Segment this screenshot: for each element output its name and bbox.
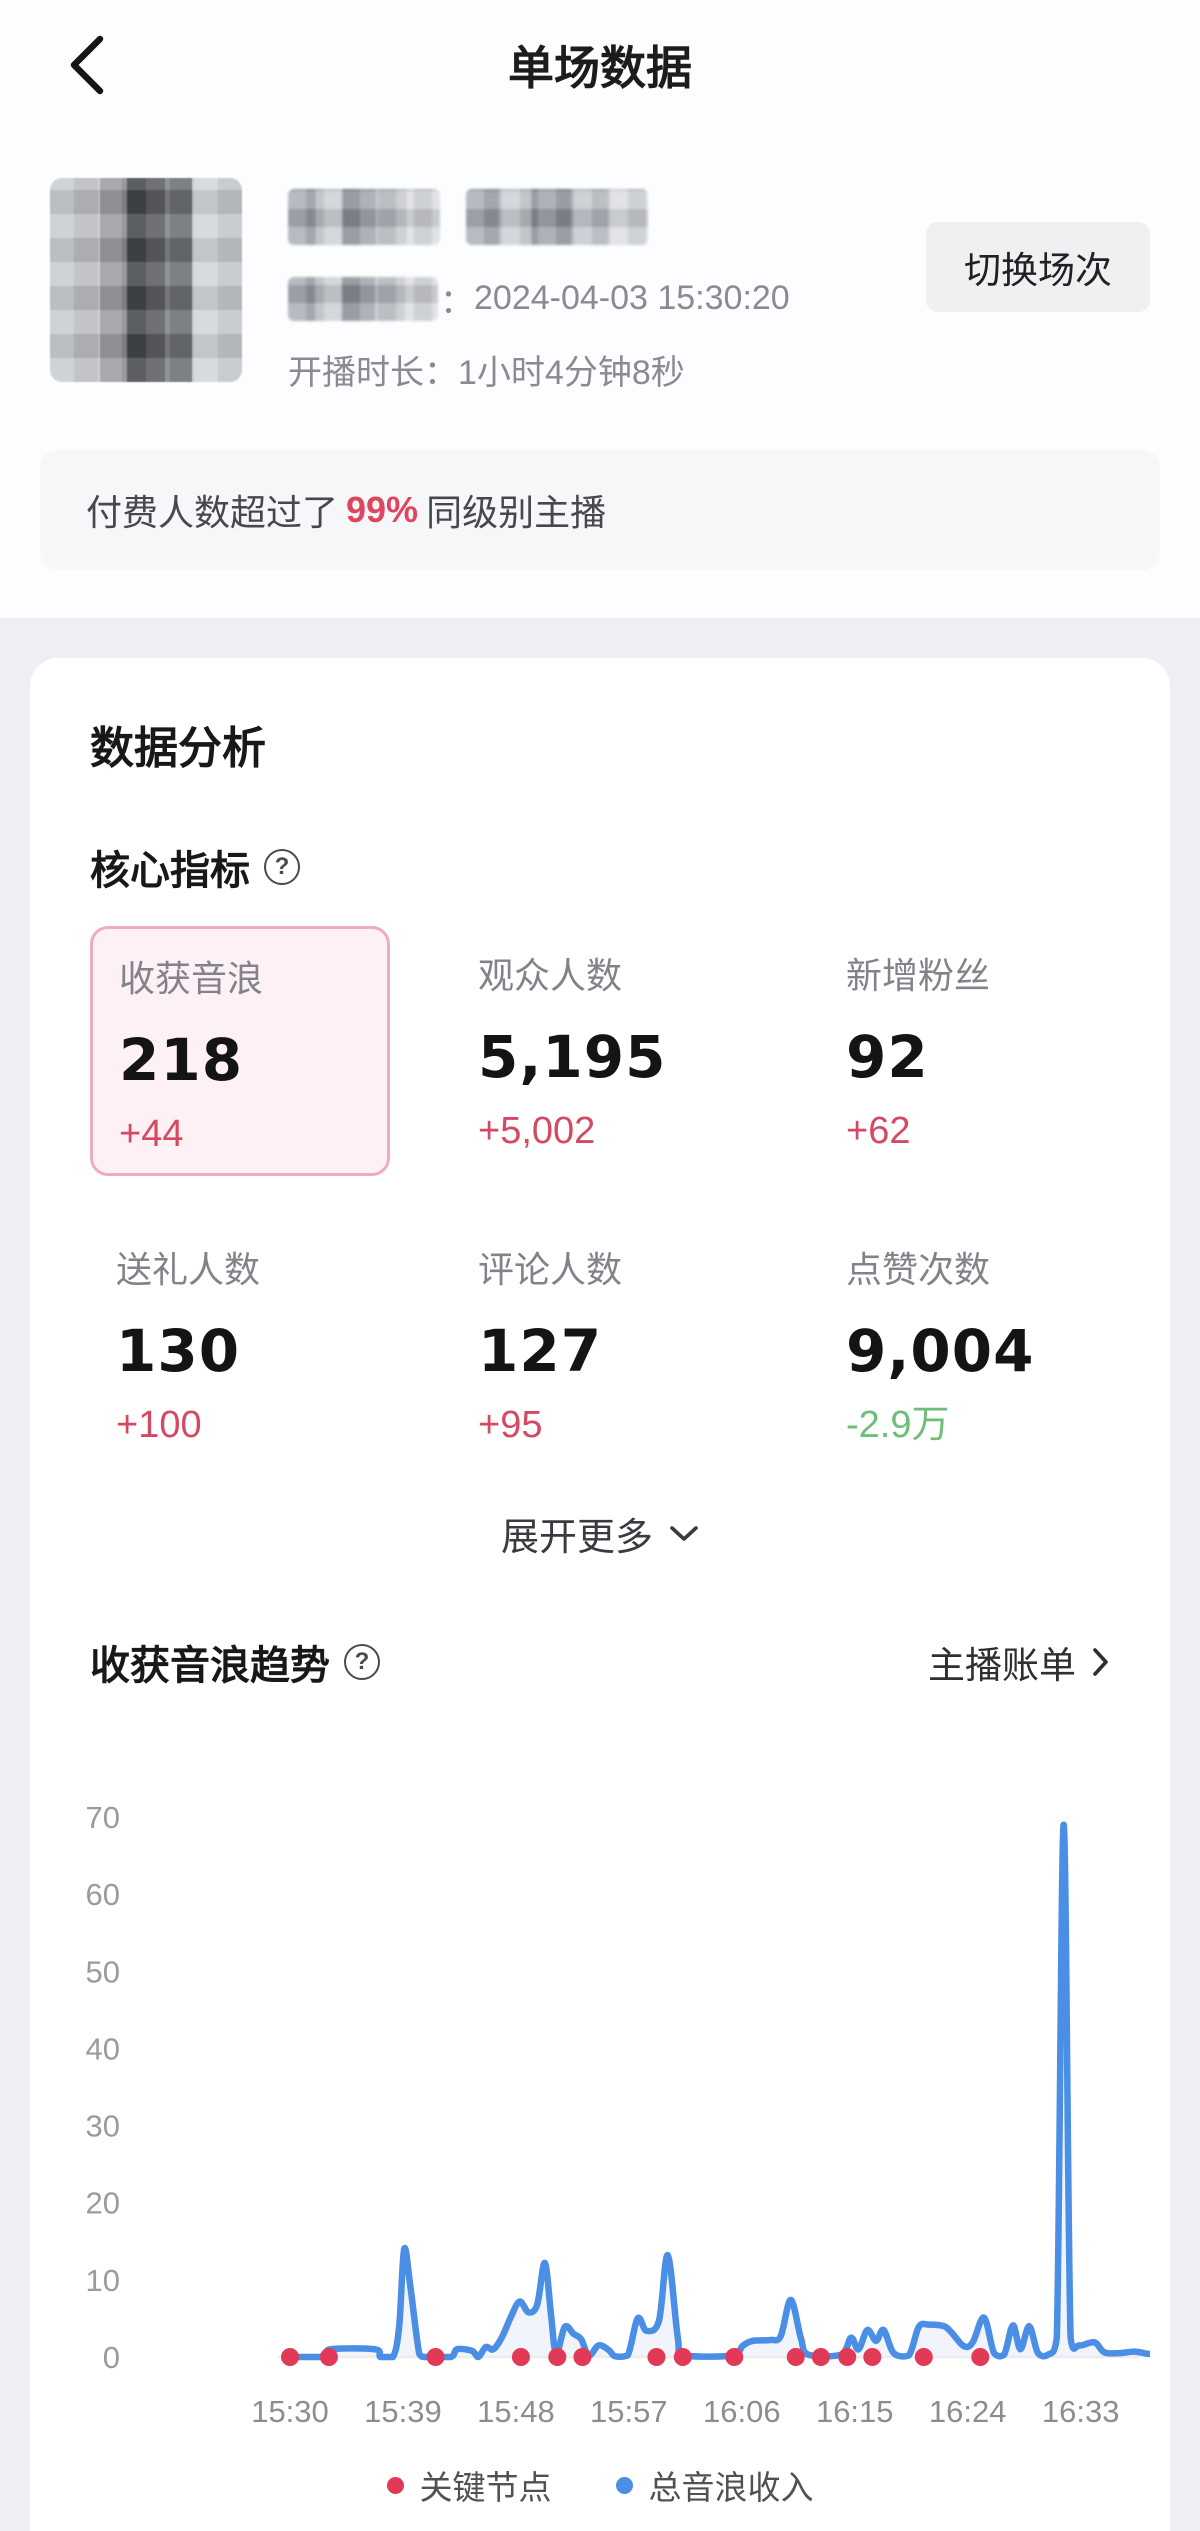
- metric-card-likes[interactable]: 点赞次数 9,004 -2.9万: [820, 1220, 1110, 1447]
- metric-card-commenters[interactable]: 评论人数 127 +95: [452, 1220, 820, 1447]
- main-section: 数据分析 核心指标 ? 收获音浪 218 +44 观众人数 5,195 +5,0…: [0, 618, 1200, 2531]
- legend-item-total-income: 总音浪收入: [615, 2461, 814, 2509]
- metric-value: 9,004: [846, 1317, 1035, 1385]
- metric-delta: +100: [116, 1404, 202, 1446]
- svg-text:15:30: 15:30: [251, 2394, 329, 2429]
- svg-text:10: 10: [86, 2263, 120, 2298]
- svg-text:15:57: 15:57: [590, 2394, 668, 2429]
- start-time-separator: ：: [440, 283, 474, 321]
- start-time-row: ： 2024-04-03 15:30:20: [288, 274, 926, 323]
- banner-percentage: 99%: [346, 489, 419, 530]
- metric-value: 218: [119, 1026, 244, 1094]
- trend-section-header: 收获音浪趋势 ? 主播账单: [90, 1633, 1110, 1691]
- svg-text:16:06: 16:06: [703, 2394, 781, 2429]
- chevron-right-icon: [1093, 1648, 1108, 1676]
- core-metrics-title: 核心指标: [90, 849, 250, 893]
- blurred-streamer-name: [288, 186, 926, 248]
- top-section: 单场数据 ： 2024-04-03 15:30:20 开播时长：1小时4分钟8秒…: [0, 0, 1200, 618]
- expand-more-label: 展开更多: [500, 1517, 653, 1559]
- duration-label: 开播时长：: [288, 354, 458, 392]
- metric-delta: +62: [846, 1110, 911, 1152]
- svg-text:15:39: 15:39: [364, 2394, 442, 2429]
- metric-label: 观众人数: [478, 955, 623, 996]
- avatar: [50, 178, 242, 382]
- trend-chart: 0 10 20 30 40 50 60 70 15:30 15:39 15:48 15:57 16:06…: [60, 1717, 1150, 2437]
- svg-text:70: 70: [86, 1800, 120, 1835]
- page-title: 单场数据: [508, 42, 692, 94]
- svg-text:16:24: 16:24: [929, 2394, 1007, 2429]
- svg-text:60: 60: [86, 1877, 120, 1912]
- duration-value: 1小时4分钟8秒: [458, 354, 685, 392]
- chart-legend: 关键节点 总音浪收入: [90, 2461, 1110, 2531]
- core-metrics-grid: 收获音浪 218 +44 观众人数 5,195 +5,002 新增粉丝 92 +…: [90, 926, 1110, 1446]
- metric-value: 130: [116, 1317, 241, 1385]
- svg-text:16:15: 16:15: [816, 2394, 894, 2429]
- metric-card-new-followers[interactable]: 新增粉丝 92 +62: [820, 926, 1110, 1176]
- trend-title-group: 收获音浪趋势 ?: [90, 1633, 380, 1691]
- banner-prefix: 付费人数超过了: [86, 492, 339, 533]
- metric-card-gifters[interactable]: 送礼人数 130 +100: [90, 1220, 452, 1447]
- legend-item-key-nodes: 关键节点: [386, 2461, 552, 2509]
- svg-text:15:48: 15:48: [477, 2394, 555, 2429]
- banner-suffix: 同级别主播: [426, 492, 607, 533]
- chevron-down-icon: [670, 1525, 698, 1541]
- trend-chart-svg: 0 10 20 30 40 50 60 70 15:30 15:39 15:48 15:57 16:06…: [86, 1800, 1150, 2429]
- svg-text:50: 50: [86, 1954, 120, 1989]
- metric-value: 92: [846, 1023, 929, 1091]
- trend-title: 收获音浪趋势: [90, 1644, 330, 1688]
- header: 单场数据: [0, 0, 1200, 112]
- back-button[interactable]: [64, 34, 108, 96]
- metric-delta: +5,002: [478, 1110, 596, 1152]
- svg-text:16:33: 16:33: [1042, 2394, 1120, 2429]
- svg-text:30: 30: [86, 2109, 120, 2144]
- metric-value: 127: [478, 1317, 603, 1385]
- metric-card-sound-waves[interactable]: 收获音浪 218 +44: [90, 926, 390, 1176]
- metric-delta: +44: [119, 1113, 184, 1155]
- metric-label: 评论人数: [478, 1249, 623, 1290]
- metric-label: 收获音浪: [119, 958, 264, 999]
- blurred-name-block: [288, 189, 440, 245]
- blurred-name-block: [466, 189, 648, 245]
- help-icon[interactable]: ?: [264, 849, 300, 885]
- metric-delta: -2.9万: [846, 1404, 950, 1446]
- anchor-bill-link[interactable]: 主播账单: [928, 1635, 1110, 1689]
- profile-section: ： 2024-04-03 15:30:20 开播时长：1小时4分钟8秒 切换场次: [0, 178, 1200, 394]
- income-dot-icon: [615, 2476, 633, 2494]
- start-time-value: 2024-04-03 15:30:20: [474, 279, 790, 317]
- chevron-left-icon: [70, 35, 104, 95]
- metric-value: 5,195: [478, 1023, 667, 1091]
- help-icon[interactable]: ?: [344, 1644, 380, 1680]
- blurred-label-block: [288, 276, 438, 321]
- svg-text:40: 40: [86, 2031, 120, 2066]
- svg-text:20: 20: [86, 2186, 120, 2221]
- metric-delta: +95: [478, 1404, 543, 1446]
- metric-label: 新增粉丝: [846, 955, 991, 996]
- data-analysis-card: 数据分析 核心指标 ? 收获音浪 218 +44 观众人数 5,195 +5,0…: [30, 658, 1170, 2531]
- duration-row: 开播时长：1小时4分钟8秒: [288, 345, 926, 394]
- metric-card-viewers[interactable]: 观众人数 5,195 +5,002: [452, 926, 820, 1176]
- core-metrics-header: 核心指标 ?: [90, 838, 1110, 896]
- svg-text:0: 0: [103, 2340, 120, 2375]
- metric-label: 点赞次数: [846, 1249, 991, 1290]
- legend-label: 总音浪收入: [648, 2469, 814, 2506]
- switch-session-button[interactable]: 切换场次: [926, 222, 1150, 312]
- analysis-title: 数据分析: [90, 724, 266, 773]
- legend-label: 关键节点: [419, 2469, 552, 2506]
- key-node-dot-icon: [386, 2476, 404, 2494]
- metric-label: 送礼人数: [116, 1249, 261, 1290]
- paid-users-banner: 付费人数超过了 99% 同级别主播: [40, 450, 1160, 570]
- profile-info: ： 2024-04-03 15:30:20 开播时长：1小时4分钟8秒: [242, 178, 926, 394]
- anchor-bill-label: 主播账单: [928, 1645, 1076, 1686]
- expand-more-button[interactable]: 展开更多: [90, 1506, 1110, 1561]
